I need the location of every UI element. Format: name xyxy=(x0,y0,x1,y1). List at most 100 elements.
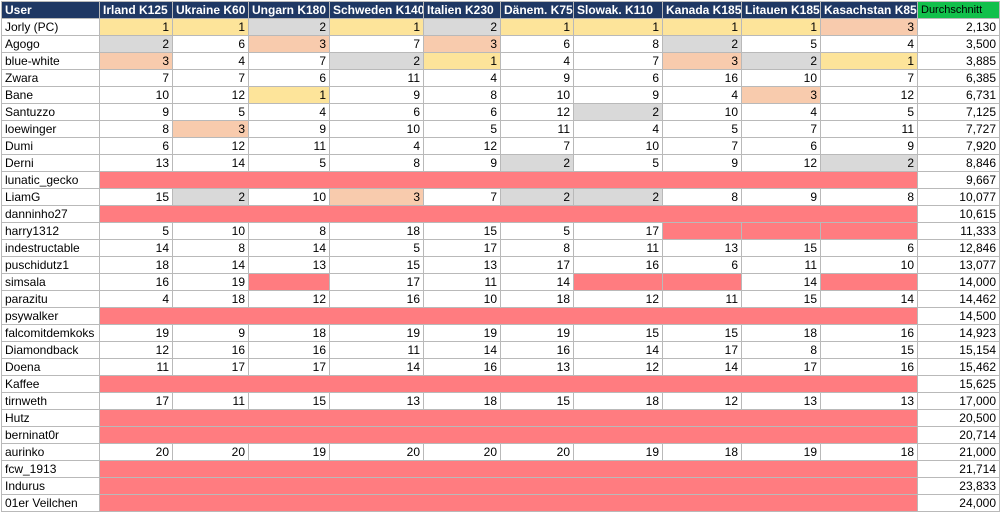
result-cell[interactable]: 14 xyxy=(99,239,173,257)
result-cell[interactable]: 17 xyxy=(500,256,574,274)
result-cell[interactable]: 2 xyxy=(500,188,574,206)
result-cell[interactable]: 18 xyxy=(423,392,501,410)
result-cell[interactable]: 11 xyxy=(99,358,173,376)
user-name-cell[interactable]: Santuzzo xyxy=(1,103,100,121)
result-cell[interactable]: 5 xyxy=(573,154,663,172)
average-cell[interactable]: 14,462 xyxy=(917,290,1000,308)
result-cell[interactable]: 11 xyxy=(172,392,249,410)
result-cell[interactable]: 17 xyxy=(329,273,424,291)
result-cell[interactable]: 3 xyxy=(99,52,173,70)
result-cell[interactable]: 7 xyxy=(500,137,574,155)
result-cell[interactable]: 11 xyxy=(573,239,663,257)
result-cell[interactable]: 3 xyxy=(248,35,330,53)
result-cell[interactable]: 9 xyxy=(99,103,173,121)
user-name-cell[interactable]: falcomitdemkoks xyxy=(1,324,100,342)
result-cell[interactable]: 17 xyxy=(248,358,330,376)
result-cell[interactable]: 11 xyxy=(820,120,918,138)
result-cell[interactable]: 5 xyxy=(248,154,330,172)
result-cell[interactable]: 8 xyxy=(573,35,663,53)
result-cell[interactable]: 19 xyxy=(423,324,501,342)
result-cell[interactable]: 13 xyxy=(423,256,501,274)
result-cell[interactable]: 14 xyxy=(741,273,821,291)
result-cell[interactable]: 19 xyxy=(500,324,574,342)
result-cell[interactable]: 20 xyxy=(500,443,574,461)
result-cell[interactable]: 9 xyxy=(248,120,330,138)
average-cell[interactable]: 21,714 xyxy=(917,460,1000,478)
result-cell[interactable] xyxy=(820,273,918,291)
result-cell[interactable]: 1 xyxy=(741,18,821,36)
missing-results-cell[interactable] xyxy=(99,307,918,325)
average-cell[interactable]: 13,077 xyxy=(917,256,1000,274)
result-cell[interactable]: 20 xyxy=(329,443,424,461)
average-cell[interactable]: 23,833 xyxy=(917,477,1000,495)
result-cell[interactable]: 18 xyxy=(500,290,574,308)
user-name-cell[interactable]: simsala xyxy=(1,273,100,291)
average-cell[interactable]: 3,885 xyxy=(917,52,1000,70)
race-column-header[interactable]: Italien K230 xyxy=(423,1,501,19)
result-cell[interactable]: 17 xyxy=(741,358,821,376)
result-cell[interactable]: 2 xyxy=(820,154,918,172)
result-cell[interactable]: 6 xyxy=(172,35,249,53)
result-cell[interactable]: 15 xyxy=(99,188,173,206)
result-cell[interactable]: 19 xyxy=(248,443,330,461)
result-cell[interactable]: 15 xyxy=(423,222,501,240)
result-cell[interactable]: 6 xyxy=(99,137,173,155)
average-cell[interactable]: 7,125 xyxy=(917,103,1000,121)
result-cell[interactable]: 4 xyxy=(329,137,424,155)
result-cell[interactable]: 12 xyxy=(573,290,663,308)
race-column-header[interactable]: Kasachstan K85 xyxy=(820,1,918,19)
result-cell[interactable]: 14 xyxy=(329,358,424,376)
result-cell[interactable]: 11 xyxy=(500,120,574,138)
result-cell[interactable]: 14 xyxy=(248,239,330,257)
result-cell[interactable] xyxy=(662,273,742,291)
result-cell[interactable]: 2 xyxy=(741,52,821,70)
result-cell[interactable]: 9 xyxy=(741,188,821,206)
result-cell[interactable]: 19 xyxy=(329,324,424,342)
result-cell[interactable]: 14 xyxy=(500,273,574,291)
result-cell[interactable]: 10 xyxy=(329,120,424,138)
result-cell[interactable]: 5 xyxy=(172,103,249,121)
result-cell[interactable] xyxy=(741,222,821,240)
result-cell[interactable]: 1 xyxy=(248,86,330,104)
result-cell[interactable]: 7 xyxy=(99,69,173,87)
result-cell[interactable]: 8 xyxy=(820,188,918,206)
average-cell[interactable]: 14,923 xyxy=(917,324,1000,342)
race-column-header[interactable]: Ungarn K180 xyxy=(248,1,330,19)
average-cell[interactable]: 10,615 xyxy=(917,205,1000,223)
average-cell[interactable]: 15,462 xyxy=(917,358,1000,376)
result-cell[interactable]: 16 xyxy=(820,324,918,342)
result-cell[interactable]: 9 xyxy=(662,154,742,172)
result-cell[interactable]: 8 xyxy=(500,239,574,257)
result-cell[interactable]: 9 xyxy=(423,154,501,172)
result-cell[interactable]: 14 xyxy=(423,341,501,359)
result-cell[interactable]: 18 xyxy=(248,324,330,342)
result-cell[interactable]: 15 xyxy=(662,324,742,342)
result-cell[interactable]: 2 xyxy=(662,35,742,53)
race-column-header[interactable]: Dänem. K75 xyxy=(500,1,574,19)
result-cell[interactable]: 12 xyxy=(500,103,574,121)
average-cell[interactable]: 17,000 xyxy=(917,392,1000,410)
missing-results-cell[interactable] xyxy=(99,409,918,427)
average-cell[interactable]: 2,130 xyxy=(917,18,1000,36)
result-cell[interactable]: 4 xyxy=(423,69,501,87)
result-cell[interactable]: 2 xyxy=(500,154,574,172)
result-cell[interactable]: 1 xyxy=(329,18,424,36)
missing-results-cell[interactable] xyxy=(99,477,918,495)
result-cell[interactable]: 6 xyxy=(741,137,821,155)
result-cell[interactable]: 12 xyxy=(99,341,173,359)
user-column-header[interactable]: User xyxy=(1,1,100,19)
result-cell[interactable]: 11 xyxy=(329,69,424,87)
average-cell[interactable]: 12,846 xyxy=(917,239,1000,257)
result-cell[interactable]: 12 xyxy=(423,137,501,155)
user-name-cell[interactable]: tirnweth xyxy=(1,392,100,410)
result-cell[interactable]: 9 xyxy=(500,69,574,87)
result-cell[interactable]: 8 xyxy=(423,86,501,104)
result-cell[interactable]: 16 xyxy=(820,358,918,376)
result-cell[interactable]: 9 xyxy=(329,86,424,104)
user-name-cell[interactable]: blue-white xyxy=(1,52,100,70)
result-cell[interactable]: 5 xyxy=(423,120,501,138)
race-column-header[interactable]: Kanada K185 xyxy=(662,1,742,19)
result-cell[interactable] xyxy=(820,222,918,240)
result-cell[interactable]: 2 xyxy=(172,188,249,206)
result-cell[interactable]: 10 xyxy=(573,137,663,155)
